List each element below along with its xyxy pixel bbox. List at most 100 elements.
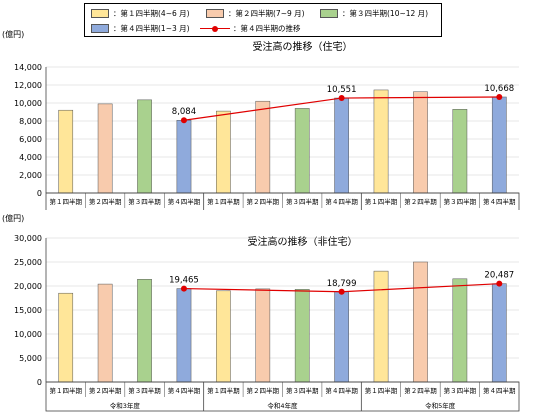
nonresidential-category-label: 第４四半期 xyxy=(325,386,358,395)
residential-y-tick-label: 8,000 xyxy=(19,117,42,126)
nonresidential-group-label: 令和3年度 xyxy=(110,401,141,410)
nonresidential-category-label: 第１四半期 xyxy=(49,386,82,395)
nonresidential-bar xyxy=(413,261,428,383)
nonresidential-category-label: 第３四半期 xyxy=(444,386,477,395)
residential-bar xyxy=(452,109,468,194)
residential-category-label: 第３四半期 xyxy=(444,197,477,206)
legend-swatch-q4 xyxy=(91,24,109,33)
residential-category-label: 第２四半期 xyxy=(404,197,437,206)
nonresidential-y-tick-label: 25,000 xyxy=(14,258,42,267)
residential-trend-point xyxy=(180,117,187,124)
residential-category-label: 第２四半期 xyxy=(89,197,122,206)
legend-swatch-q1 xyxy=(91,9,109,18)
residential-trend-point xyxy=(338,95,345,102)
nonresidential-bar xyxy=(58,292,74,383)
residential-bar xyxy=(58,109,74,194)
residential-category-label: 第３四半期 xyxy=(128,197,161,206)
residential-y-tick-label: 2,000 xyxy=(19,171,42,180)
legend-line-marker xyxy=(200,24,230,33)
nonresidential-trend-point xyxy=(338,288,345,295)
residential-category-label: 第２四半期 xyxy=(247,197,280,206)
nonresidential-y-tick-label: 10,000 xyxy=(14,330,42,339)
nonresidential-group-label: 令和5年度 xyxy=(425,401,456,410)
residential-data-label: 10,668 xyxy=(484,84,514,94)
residential-bar xyxy=(176,119,192,194)
nonresidential-bar xyxy=(176,288,192,383)
chart-residential: (億円) 受注高の推移（住宅） 0 2,000 4,000 6,000 8,000 10,00… xyxy=(2,29,520,210)
nonresidential-category-label: 第４四半期 xyxy=(483,386,516,395)
residential-category-label: 第３四半期 xyxy=(286,197,319,206)
nonresidential-bar xyxy=(294,289,310,383)
residential-title: 受注高の推移（住宅） xyxy=(253,40,353,53)
residential-y-tick-label: 6,000 xyxy=(19,135,42,144)
residential-category-label: 第１四半期 xyxy=(207,197,240,206)
nonresidential-y-tick-label: 5,000 xyxy=(19,354,42,363)
residential-bar xyxy=(373,89,389,194)
residential-bar xyxy=(216,110,231,194)
nonresidential-trend-point xyxy=(180,285,187,292)
legend-swatch-q3 xyxy=(320,9,338,18)
residential-y-tick-label: 4,000 xyxy=(19,153,42,162)
nonresidential-category-label: 第３四半期 xyxy=(128,386,161,395)
legend-item-q4: ：第４四半期(1~3 月) xyxy=(91,21,190,36)
legend-item-line: ：第４四半期の推移 xyxy=(200,21,301,36)
nonresidential-category-label: 第４四半期 xyxy=(168,386,201,395)
residential-bar xyxy=(491,96,507,194)
residential-bar xyxy=(413,91,428,194)
legend-item-q3: ：第３四半期(10~12 月) xyxy=(320,6,428,21)
residential-bar xyxy=(334,97,349,194)
nonresidential-data-label: 19,465 xyxy=(169,276,199,286)
nonresidential-bar xyxy=(97,283,113,383)
nonresidential-category-label: 第１四半期 xyxy=(207,386,240,395)
residential-bar xyxy=(97,103,113,194)
residential-category-label: 第４四半期 xyxy=(483,197,516,206)
residential-category-label: 第４四半期 xyxy=(168,197,201,206)
nonresidential-title: 受注高の推移（非住宅） xyxy=(248,235,358,248)
residential-y-tick-label: 10,000 xyxy=(14,99,42,108)
residential-data-label: 8,084 xyxy=(172,107,196,117)
nonresidential-bar xyxy=(452,278,468,383)
nonresidential-y-tick-label: 15,000 xyxy=(14,306,42,315)
residential-trend-point xyxy=(496,93,503,100)
residential-category-label: 第１四半期 xyxy=(365,197,398,206)
residential-bar xyxy=(255,100,271,194)
nonresidential-bar xyxy=(255,288,271,383)
chart-legend: ：第１四半期(4~6 月) ：第２四半期(7~9 月) ：第３四半期(10~12… xyxy=(84,3,442,37)
legend-label-q2: ：第２四半期(7~9 月) xyxy=(228,9,305,18)
legend-item-q2: ：第２四半期(7~9 月) xyxy=(206,6,305,21)
nonresidential-data-label: 20,487 xyxy=(484,271,514,281)
residential-category-label: 第１四半期 xyxy=(49,197,82,206)
residential-y-unit-label: (億円) xyxy=(2,29,24,39)
legend-label-q4: ：第４四半期(1~3 月) xyxy=(113,24,190,33)
residential-category-label: 第４四半期 xyxy=(325,197,358,206)
nonresidential-y-tick-label: 20,000 xyxy=(14,282,42,291)
nonresidential-category-label: 第３四半期 xyxy=(286,386,319,395)
legend-label-q3: ：第３四半期(10~12 月) xyxy=(342,9,429,18)
residential-bar xyxy=(294,108,310,194)
nonresidential-category-label: 第２四半期 xyxy=(247,386,280,395)
nonresidential-category-label: 第２四半期 xyxy=(404,386,437,395)
nonresidential-group-label: 令和4年度 xyxy=(267,401,298,410)
nonresidential-y-tick-label: 30,000 xyxy=(14,234,42,243)
nonresidential-data-label: 18,799 xyxy=(327,279,357,289)
nonresidential-y-tick-label: 0 xyxy=(37,378,42,387)
nonresidential-bar xyxy=(373,270,389,383)
nonresidential-trend-point xyxy=(496,280,503,287)
nonresidential-bar xyxy=(491,283,507,383)
legend-label-q1: ：第１四半期(4~6 月) xyxy=(113,9,190,18)
nonresidential-bar xyxy=(137,279,152,383)
residential-bar xyxy=(137,99,152,194)
nonresidential-bar xyxy=(334,291,349,383)
residential-y-tick-label: 14,000 xyxy=(14,63,42,72)
residential-y-tick-label: 0 xyxy=(37,189,42,198)
chart-nonresidential: (億円) 受注高の推移（非住宅） 0 5,000 10,000 15,000 20,000 2… xyxy=(2,213,520,412)
residential-y-tick-label: 12,000 xyxy=(14,81,42,90)
legend-item-q1: ：第１四半期(4~6 月) xyxy=(91,6,190,21)
residential-data-label: 10,551 xyxy=(327,85,357,95)
nonresidential-y-unit-label: (億円) xyxy=(2,213,24,223)
nonresidential-bar xyxy=(216,290,231,383)
nonresidential-category-label: 第２四半期 xyxy=(89,386,122,395)
legend-label-line: ：第４四半期の推移 xyxy=(233,24,301,33)
legend-swatch-q2 xyxy=(206,9,224,18)
nonresidential-category-label: 第１四半期 xyxy=(365,386,398,395)
